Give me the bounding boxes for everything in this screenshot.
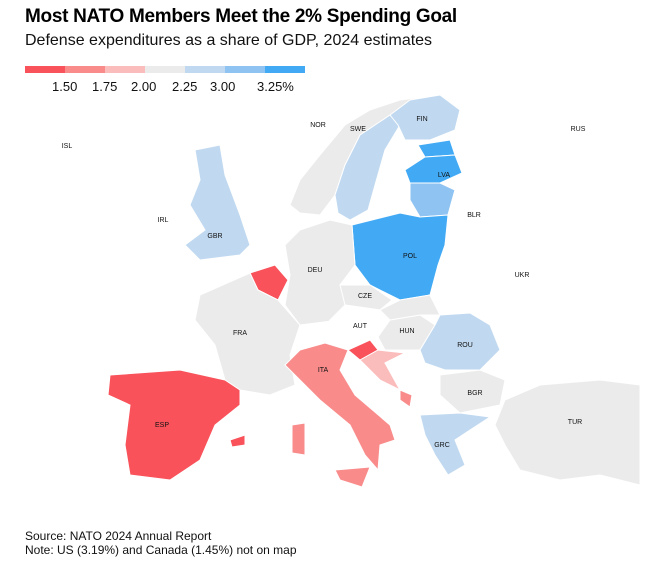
legend-label: 1.50 (52, 79, 78, 94)
label-lva: LVA (438, 172, 451, 179)
label-pol: POL (403, 253, 417, 260)
country-grc[interactable] (419, 412, 492, 476)
country-ita-sardinia[interactable] (291, 422, 306, 456)
country-tur[interactable] (494, 379, 641, 486)
legend-swatch (185, 66, 225, 73)
label-rus: RUS (571, 126, 586, 133)
europe-map: ISL NOR SWE FIN RUS IRL GBR LVA BLR POL … (44, 95, 641, 488)
label-ukr: UKR (515, 272, 530, 279)
legend-label: 3.00 (210, 79, 236, 94)
legend-label: 2.25 (172, 79, 198, 94)
label-deu: DEU (308, 267, 323, 274)
label-hun: HUN (399, 328, 414, 335)
label-esp: ESP (155, 422, 169, 429)
label-nor: NOR (310, 122, 326, 129)
label-grc: GRC (434, 442, 450, 449)
country-fra[interactable] (194, 272, 301, 396)
country-irl[interactable] (144, 194, 183, 241)
country-ita-sicily[interactable] (334, 466, 371, 488)
label-blr: BLR (467, 212, 481, 219)
legend-swatch (145, 66, 185, 73)
legend-label: 1.75 (92, 79, 118, 94)
legend-label: 3.25% (257, 79, 294, 94)
legend-swatch (25, 66, 65, 73)
label-gbr: GBR (207, 233, 222, 240)
chart-title: Most NATO Members Meet the 2% Spending G… (25, 6, 457, 27)
label-ita: ITA (318, 367, 329, 374)
country-lva[interactable] (404, 154, 463, 184)
label-fra: FRA (233, 330, 247, 337)
country-gbr[interactable] (184, 144, 251, 261)
label-swe: SWE (350, 126, 366, 133)
country-esp-balearic[interactable] (229, 434, 246, 448)
label-tur: TUR (568, 419, 582, 426)
label-rou: ROU (457, 342, 473, 349)
legend-swatch (65, 66, 105, 73)
label-isl: ISL (62, 143, 73, 150)
country-esp[interactable] (107, 369, 241, 481)
country-est[interactable] (417, 139, 456, 158)
legend-swatch (225, 66, 265, 73)
country-mne[interactable] (399, 389, 413, 408)
footnote: Note: US (3.19%) and Canada (1.45%) not … (25, 543, 297, 557)
label-irl: IRL (158, 217, 169, 224)
chart-subtitle: Defense expenditures as a share of GDP, … (25, 32, 433, 49)
legend-swatch (105, 66, 145, 73)
country-cze[interactable] (339, 284, 393, 311)
country-rou[interactable] (419, 312, 501, 371)
country-swe[interactable] (334, 114, 401, 221)
country-bgr[interactable] (439, 369, 506, 414)
country-ita[interactable] (284, 342, 396, 472)
country-pol[interactable] (351, 212, 449, 301)
label-cze: CZE (358, 293, 372, 300)
legend-label: 2.00 (131, 79, 157, 94)
source-note: Source: NATO 2024 Annual Report (25, 529, 212, 543)
label-aut: AUT (353, 323, 368, 330)
label-bgr: BGR (467, 390, 482, 397)
country-isl[interactable] (44, 132, 96, 161)
country-labels: ISL NOR SWE FIN RUS IRL GBR LVA BLR POL … (62, 116, 586, 449)
legend-swatch (265, 66, 305, 73)
label-fin: FIN (416, 116, 427, 123)
country-ltu[interactable] (409, 182, 456, 218)
